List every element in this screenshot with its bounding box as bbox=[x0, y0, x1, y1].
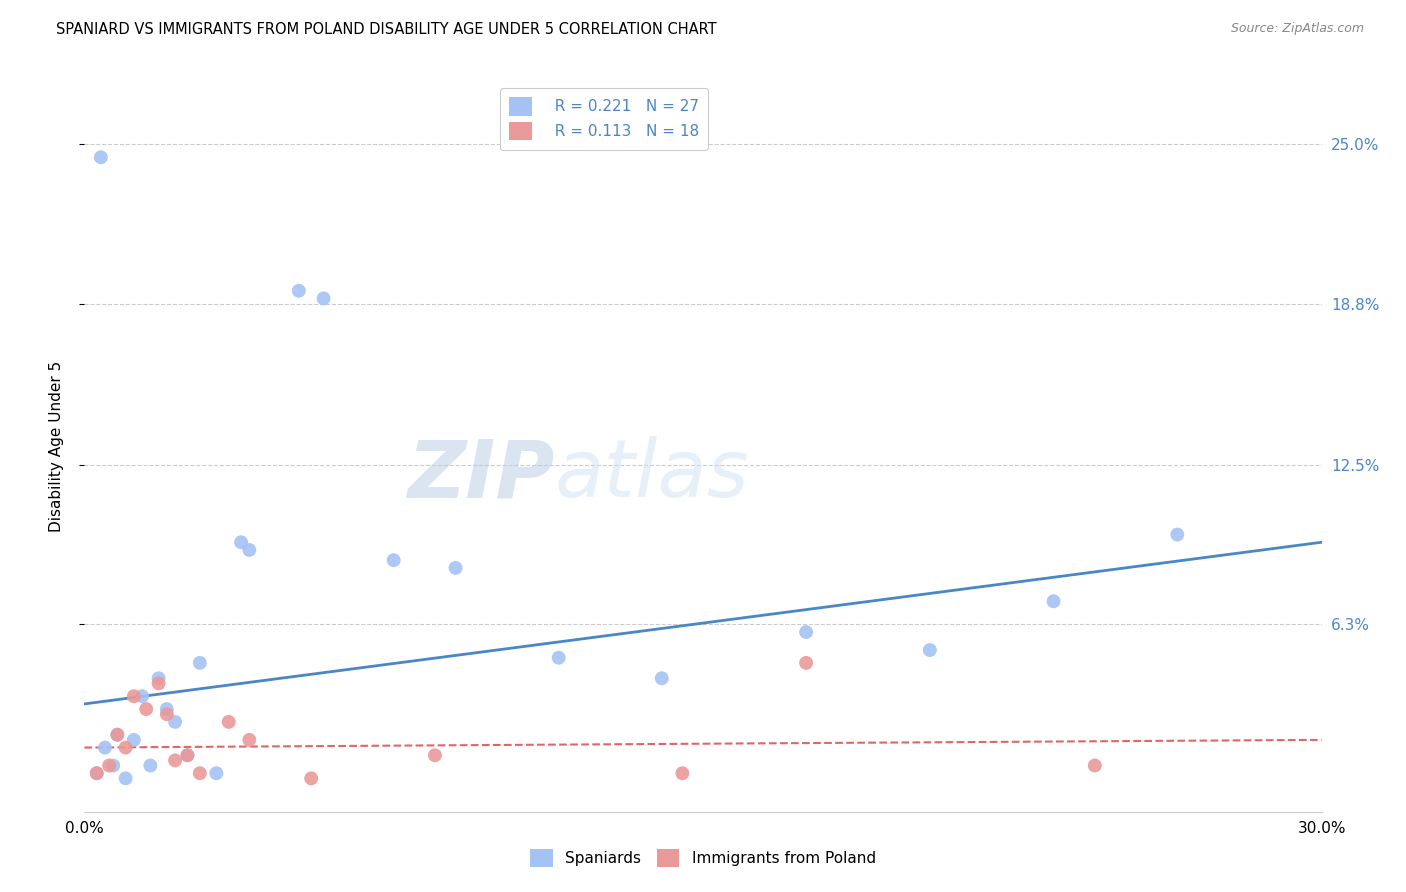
Point bbox=[547, 650, 569, 665]
Point bbox=[188, 656, 211, 670]
Point bbox=[176, 748, 198, 763]
Point bbox=[176, 748, 198, 763]
Point bbox=[86, 766, 108, 780]
Point bbox=[651, 671, 673, 685]
Point bbox=[90, 150, 112, 164]
Text: SPANIARD VS IMMIGRANTS FROM POLAND DISABILITY AGE UNDER 5 CORRELATION CHART: SPANIARD VS IMMIGRANTS FROM POLAND DISAB… bbox=[56, 22, 717, 37]
Point bbox=[105, 728, 128, 742]
Point bbox=[139, 758, 162, 772]
Point bbox=[86, 766, 108, 780]
Point bbox=[382, 553, 405, 567]
Point bbox=[918, 643, 941, 657]
Point bbox=[165, 714, 187, 729]
Point bbox=[794, 656, 817, 670]
Point bbox=[205, 766, 228, 780]
Point bbox=[229, 535, 252, 549]
Point bbox=[114, 740, 136, 755]
Point bbox=[423, 748, 446, 763]
Point bbox=[444, 561, 467, 575]
Point bbox=[218, 714, 240, 729]
Text: Source: ZipAtlas.com: Source: ZipAtlas.com bbox=[1230, 22, 1364, 36]
Point bbox=[188, 766, 211, 780]
Point bbox=[94, 740, 117, 755]
Point bbox=[1084, 758, 1107, 772]
Point bbox=[299, 772, 322, 786]
Point bbox=[238, 732, 260, 747]
Point bbox=[1166, 527, 1188, 541]
Point bbox=[103, 758, 125, 772]
Text: atlas: atlas bbox=[554, 436, 749, 515]
Point bbox=[288, 284, 311, 298]
Point bbox=[114, 772, 136, 786]
Point bbox=[1042, 594, 1064, 608]
Y-axis label: Disability Age Under 5: Disability Age Under 5 bbox=[49, 360, 63, 532]
Point bbox=[131, 690, 153, 704]
Point bbox=[238, 543, 260, 558]
Point bbox=[148, 676, 170, 690]
Point bbox=[122, 732, 145, 747]
Point bbox=[148, 671, 170, 685]
Point bbox=[794, 625, 817, 640]
Point bbox=[122, 690, 145, 704]
Point bbox=[135, 702, 157, 716]
Point bbox=[105, 728, 128, 742]
Point bbox=[671, 766, 693, 780]
Point bbox=[98, 758, 121, 772]
Point bbox=[165, 753, 187, 767]
Text: ZIP: ZIP bbox=[408, 436, 554, 515]
Legend: Spaniards, Immigrants from Poland: Spaniards, Immigrants from Poland bbox=[524, 843, 882, 873]
Point bbox=[312, 292, 335, 306]
Point bbox=[156, 702, 179, 716]
Point bbox=[156, 707, 179, 722]
